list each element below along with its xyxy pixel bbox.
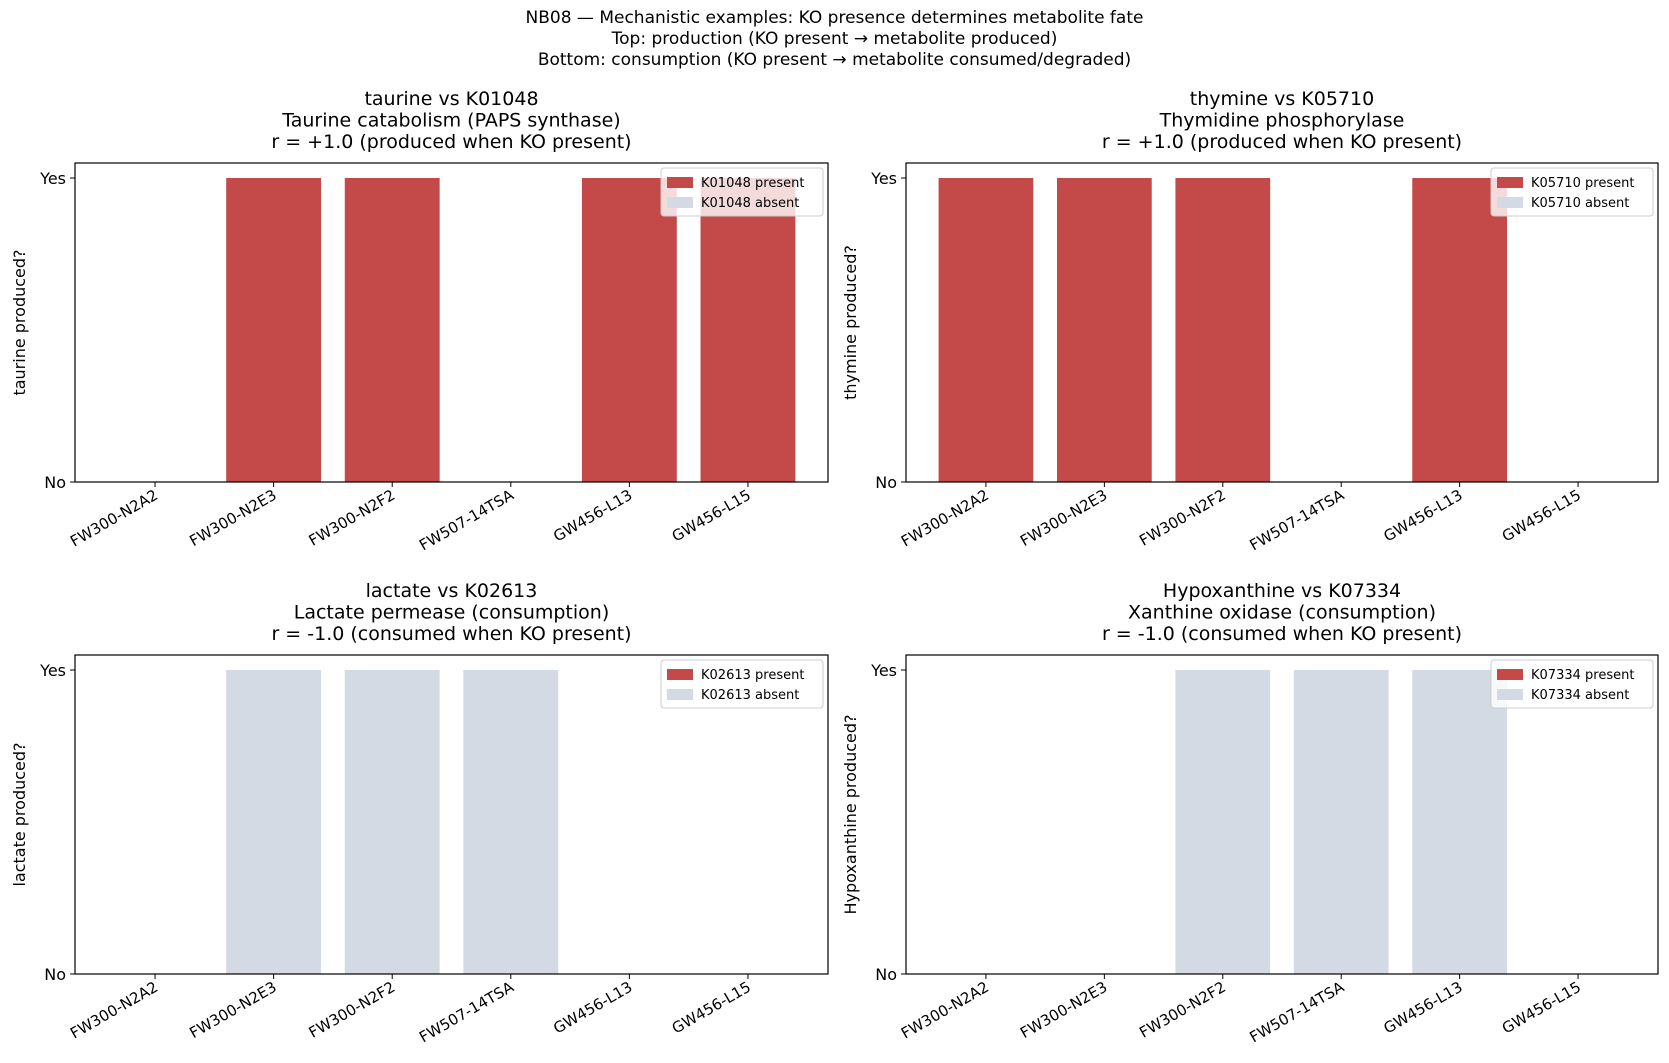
legend-label: K07334 present (1531, 668, 1634, 683)
legend-frame (660, 167, 824, 217)
legend-swatch (667, 197, 693, 208)
chart-legend: K07334 present K07334 absent (1490, 659, 1654, 709)
legend-swatch (667, 669, 693, 680)
x-tick-label: GW456-L13 (550, 486, 635, 546)
bar-FW300-N2F2 (1175, 670, 1271, 974)
y-tick-label: No (875, 965, 897, 984)
y-axis-label: thymine produced? (841, 245, 860, 400)
y-axis-label: Hypoxanthine produced? (841, 714, 860, 914)
x-tick-label: FW507-14TSA (1247, 978, 1348, 1047)
x-tick-label: GW456-L13 (1380, 486, 1465, 546)
y-tick-label: No (875, 473, 897, 492)
x-tick-label: FW300-N2E3 (1017, 486, 1110, 550)
x-tick-label: FW300-N2F2 (306, 978, 399, 1042)
chart-legend: K02613 present K02613 absent (660, 659, 824, 709)
y-tick-label: Yes (39, 169, 66, 188)
chart-panel-2: No Yes FW300-N2A2 FW300-N2E3 FW300-N2F2 FW507… (841, 88, 1659, 555)
chart-title-line: taurine vs K01048 (364, 88, 538, 110)
legend-label: K07334 absent (1531, 688, 1629, 703)
y-tick-label: Yes (870, 169, 897, 188)
suptitle-line: Top: production (KO present → metabolite… (611, 29, 1058, 49)
y-axis-label: taurine produced? (10, 249, 29, 395)
y-tick-label: Yes (39, 661, 66, 680)
legend-label: K02613 absent (701, 688, 799, 703)
legend-label: K01048 present (701, 176, 804, 191)
x-tick-label: GW456-L15 (669, 486, 754, 546)
legend-frame (1490, 167, 1654, 217)
legend-swatch (667, 689, 693, 700)
bar-GW456-L13 (581, 178, 677, 482)
x-tick-label: FW300-N2E3 (1017, 978, 1110, 1042)
x-tick-label: FW300-N2F2 (306, 486, 399, 550)
y-tick-label: Yes (870, 661, 897, 680)
bar-FW300-N2E3 (226, 670, 322, 974)
x-tick-label: FW300-N2A2 (67, 978, 161, 1043)
chart-title-line: r = +1.0 (produced when KO present) (1102, 131, 1462, 153)
x-tick-label: FW300-N2E3 (186, 486, 279, 550)
x-tick-label: FW507-14TSA (1247, 486, 1348, 555)
suptitle-line: NB08 — Mechanistic examples: KO presence… (525, 8, 1144, 28)
axes-frame (74, 162, 829, 483)
x-tick-label: FW507-14TSA (416, 978, 517, 1047)
bar-GW456-L15 (700, 178, 796, 482)
chart-panel-4: No Yes FW300-N2A2 FW300-N2E3 FW300-N2F2 FW507… (841, 580, 1659, 1047)
bar-FW300-N2E3 (1056, 178, 1152, 482)
legend-label: K05710 present (1531, 176, 1634, 191)
bar-FW300-N2F2 (1175, 178, 1271, 482)
chart-panel-1: No Yes FW300-N2A2 FW300-N2E3 FW300-N2F2 FW507… (10, 88, 829, 555)
chart-title-line: r = -1.0 (consumed when KO present) (1102, 623, 1462, 645)
x-tick-label: GW456-L15 (1499, 486, 1584, 546)
chart-title-line: r = -1.0 (consumed when KO present) (271, 623, 631, 645)
chart-title-line: Hypoxanthine vs K07334 (1163, 580, 1401, 602)
x-tick-label: FW300-N2F2 (1136, 978, 1229, 1042)
figure-suptitle: NB08 — Mechanistic examples: KO presence… (0, 8, 1669, 71)
x-tick-label: FW300-N2E3 (186, 978, 279, 1042)
axes-frame (905, 654, 1659, 975)
chart-legend: K05710 present K05710 absent (1490, 167, 1654, 217)
axes-frame (905, 162, 1659, 483)
chart-title-line: thymine vs K05710 (1190, 88, 1374, 110)
legend-frame (660, 659, 824, 709)
legend-label: K01048 absent (701, 196, 799, 211)
chart-panel-3: No Yes FW300-N2A2 FW300-N2E3 FW300-N2F2 FW507… (10, 580, 829, 1047)
bar-FW507-14TSA (463, 670, 559, 974)
bar-FW507-14TSA (1293, 670, 1389, 974)
bar-FW300-N2F2 (344, 178, 440, 482)
chart-legend: K01048 present K01048 absent (660, 167, 824, 217)
legend-swatch (1497, 689, 1523, 700)
x-tick-label: GW456-L13 (1380, 978, 1465, 1038)
legend-swatch (1497, 669, 1523, 680)
legend-frame (1490, 659, 1654, 709)
chart-title-line: Thymidine phosphorylase (1159, 110, 1405, 132)
x-tick-label: GW456-L13 (550, 978, 635, 1038)
bar-FW300-N2F2 (344, 670, 440, 974)
legend-label: K05710 absent (1531, 196, 1629, 211)
bar-FW300-N2A2 (938, 178, 1034, 482)
y-tick-label: No (44, 473, 66, 492)
bar-GW456-L13 (1412, 178, 1508, 482)
axes-frame (74, 654, 829, 975)
y-axis-label: lactate produced? (10, 742, 29, 886)
x-tick-label: GW456-L15 (1499, 978, 1584, 1038)
chart-title-line: Xanthine oxidase (consumption) (1128, 602, 1436, 624)
x-tick-label: FW300-N2A2 (898, 486, 992, 551)
x-tick-label: FW507-14TSA (416, 486, 517, 555)
legend-swatch (1497, 197, 1523, 208)
chart-title-line: Taurine catabolism (PAPS synthase) (281, 110, 620, 132)
chart-title-line: r = +1.0 (produced when KO present) (271, 131, 631, 153)
bar-GW456-L13 (1412, 670, 1508, 974)
y-tick-label: No (44, 965, 66, 984)
x-tick-label: FW300-N2A2 (67, 486, 161, 551)
x-tick-label: FW300-N2A2 (898, 978, 992, 1043)
legend-label: K02613 present (701, 668, 804, 683)
bar-FW300-N2E3 (226, 178, 322, 482)
legend-swatch (667, 177, 693, 188)
legend-swatch (1497, 177, 1523, 188)
chart-title-line: Lactate permease (consumption) (294, 602, 610, 624)
x-tick-label: GW456-L15 (669, 978, 754, 1038)
suptitle-line: Bottom: consumption (KO present → metabo… (537, 50, 1132, 70)
x-tick-label: FW300-N2F2 (1136, 486, 1229, 550)
chart-title-line: lactate vs K02613 (366, 580, 538, 602)
